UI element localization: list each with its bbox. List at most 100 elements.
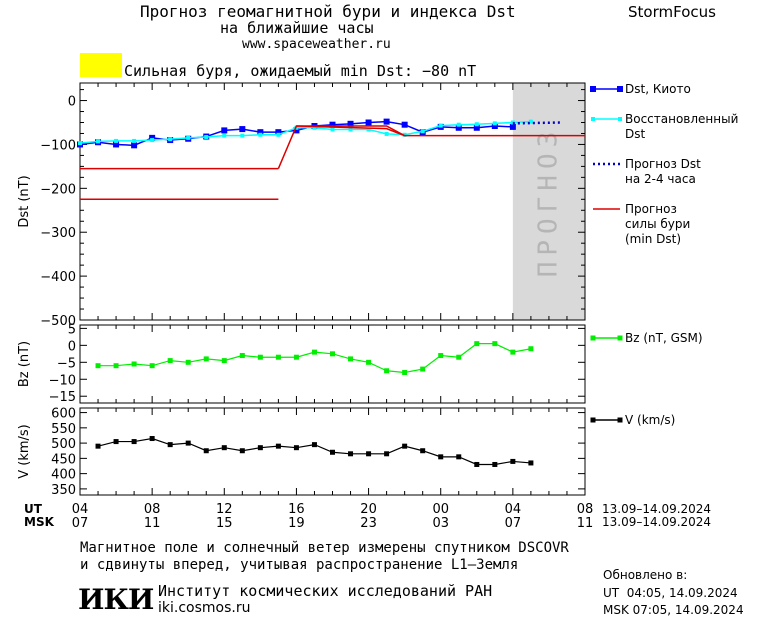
legend-glyph-bz-marker <box>590 335 596 341</box>
point-restored-dst <box>186 135 191 140</box>
series-line-storm-forecast <box>296 125 405 137</box>
point-bz <box>438 353 444 359</box>
point-restored-dst <box>348 127 353 132</box>
y-tick-label: 400 <box>51 468 76 483</box>
point-dst-kyoto <box>293 127 300 134</box>
y-tick-label: 550 <box>51 422 76 437</box>
x-tick-label-ut: 00 <box>432 502 449 517</box>
storm-forecast-label: Сильная буря, ожидаемый min Dst: −80 nT <box>124 62 477 80</box>
point-v <box>185 440 191 446</box>
point-v <box>402 443 408 449</box>
footer-note-line1: Магнитное поле и солнечный ветер измерен… <box>80 540 569 556</box>
point-v <box>167 442 173 448</box>
point-v <box>384 451 390 457</box>
x-tick-label-ut: 16 <box>288 502 305 517</box>
point-bz <box>203 356 209 362</box>
updated-label: Обновлено в: <box>603 568 688 582</box>
point-dst-kyoto <box>509 123 516 130</box>
x-tick-label-msk: 23 <box>360 516 377 531</box>
point-v <box>420 448 426 454</box>
point-bz <box>131 361 137 367</box>
point-v <box>257 445 263 451</box>
point-restored-dst <box>438 123 443 128</box>
y-tick-label: −100 <box>40 138 76 153</box>
point-restored-dst <box>420 129 425 134</box>
legend-glyph-v-marker <box>617 417 623 423</box>
panel-frame-bz <box>79 324 586 404</box>
y-tick-label: 0 <box>68 95 76 110</box>
y-tick-label: −5 <box>57 356 76 371</box>
point-bz <box>402 369 408 375</box>
point-bz <box>384 368 390 374</box>
page-subtitle: на ближайшие часы <box>220 19 374 37</box>
point-bz <box>275 354 281 360</box>
y-tick-label: 600 <box>51 407 76 422</box>
updated-ut: UT 04:05, 14.09.2024 <box>603 586 738 600</box>
y-tick-label: −500 <box>40 314 76 329</box>
point-bz <box>492 341 498 347</box>
series-line-restored-dst <box>79 120 531 144</box>
y-tick-label: 0 <box>68 339 76 354</box>
legend-bz: Bz (nT, GSM) <box>625 331 703 345</box>
point-dst-kyoto <box>491 123 498 130</box>
institute-site-link[interactable]: iki.cosmos.ru <box>158 600 251 616</box>
y-tick-label: −15 <box>49 390 76 405</box>
point-dst-kyoto <box>221 127 228 134</box>
x-tick-label-ut: 20 <box>360 502 377 517</box>
point-dst-kyoto <box>149 134 156 141</box>
point-restored-dst <box>132 138 137 143</box>
legend-glyph-restored-marker <box>618 117 622 121</box>
point-v <box>438 454 444 460</box>
legend-glyph-dst-marker <box>590 86 596 92</box>
y-tick-label: −200 <box>40 182 76 197</box>
msk-date-range: 13.09–14.09.2024 <box>602 515 712 529</box>
point-v <box>474 461 480 467</box>
point-bz <box>330 351 335 357</box>
y-axis-label-dst: Dst (nT) <box>17 175 32 227</box>
point-bz <box>420 366 426 372</box>
x-tick-label-ut: 04 <box>505 502 522 517</box>
point-dst-kyoto <box>329 121 336 128</box>
point-v <box>366 451 372 457</box>
x-tick-label-ut: 08 <box>144 502 161 517</box>
point-bz <box>474 341 480 347</box>
y-axis-label-v: V (km/s) <box>17 424 32 479</box>
legend-forecast-line2: на 2-4 часа <box>625 172 696 186</box>
legend-forecast-line1: Прогноз Dst <box>625 157 701 171</box>
point-restored-dst <box>276 132 281 137</box>
point-restored-dst <box>114 138 119 143</box>
x-tick-label-msk: 11 <box>144 516 161 531</box>
point-dst-kyoto <box>347 120 354 127</box>
x-tick-label-ut: 04 <box>72 502 89 517</box>
point-bz <box>167 358 173 364</box>
source-url: www.spaceweather.ru <box>242 37 391 52</box>
legend-v: V (km/s) <box>625 413 676 427</box>
legend-restored-line1: Восстановленный <box>625 112 739 126</box>
institute-name: Институт космических исследований РАН <box>158 582 493 600</box>
point-dst-kyoto <box>275 129 282 136</box>
point-restored-dst <box>168 137 173 142</box>
y-tick-label: 5 <box>68 322 76 337</box>
point-v <box>510 458 516 464</box>
point-v <box>348 451 354 457</box>
y-tick-label: −300 <box>40 226 76 241</box>
y-tick-label: 500 <box>51 437 76 452</box>
point-v <box>149 436 155 442</box>
msk-axis-label: MSK <box>24 515 54 529</box>
point-bz <box>239 353 245 359</box>
point-restored-dst <box>312 125 317 130</box>
ut-axis-label: UT <box>24 502 42 516</box>
series-line-dst-forecast <box>512 121 562 125</box>
point-restored-dst <box>474 122 479 127</box>
y-tick-label: 350 <box>51 483 76 498</box>
point-bz <box>311 349 317 355</box>
legend-storm-line3: (min Dst) <box>625 232 682 246</box>
point-restored-dst <box>150 138 155 143</box>
point-restored-dst <box>402 132 407 137</box>
y-tick-label: 450 <box>51 452 76 467</box>
point-v <box>275 443 281 449</box>
footer-note-line2: и сдвинуты вперед, учитывая распростране… <box>80 557 519 573</box>
point-dst-kyoto <box>401 121 408 128</box>
y-axis-label-bz: Bz (nT) <box>17 341 32 387</box>
point-restored-dst <box>240 133 245 138</box>
